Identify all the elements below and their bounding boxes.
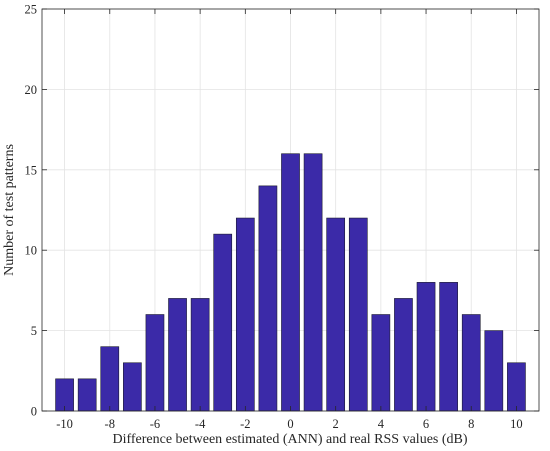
bar <box>190 298 210 412</box>
bar <box>507 362 526 412</box>
bar <box>123 362 142 412</box>
y-tick-label: 5 <box>31 324 37 338</box>
x-tick-label: 0 <box>287 417 293 431</box>
bars <box>55 153 526 412</box>
x-tick-label: 6 <box>423 417 429 431</box>
y-tick-label: 0 <box>31 405 37 419</box>
bar <box>416 282 436 412</box>
bar <box>326 217 346 412</box>
bar <box>168 298 187 412</box>
bar <box>235 217 255 412</box>
bar <box>77 378 97 412</box>
y-tick-label: 25 <box>25 3 38 17</box>
bar <box>281 153 300 412</box>
bar <box>258 185 278 412</box>
x-tick-label: -8 <box>105 417 115 431</box>
bar <box>348 217 368 412</box>
y-axis-label: Number of test patterns <box>2 144 17 276</box>
bar <box>371 314 391 412</box>
bar <box>439 282 458 412</box>
x-tick-label: -6 <box>150 417 160 431</box>
bar <box>145 314 165 412</box>
y-tick-label: 15 <box>25 163 38 177</box>
x-axis-label: Difference between estimated (ANN) and r… <box>112 432 467 447</box>
x-tick-label: 4 <box>378 417 385 431</box>
x-tick-label: -4 <box>195 417 206 431</box>
bar <box>461 314 481 412</box>
bar <box>213 233 233 412</box>
bar <box>100 346 120 412</box>
x-tick-label: -2 <box>240 417 250 431</box>
x-tick-label: 10 <box>510 417 523 431</box>
x-tick-label: 2 <box>333 417 339 431</box>
y-tick-label: 10 <box>25 244 38 258</box>
y-tick-label: 20 <box>25 83 38 97</box>
bar <box>303 153 323 412</box>
x-tick-label: 8 <box>468 417 474 431</box>
x-tick-label: -10 <box>56 417 73 431</box>
bar <box>484 330 504 412</box>
ticks: -10 -8 -6 -4 -2 0 2 4 6 8 10 0 5 10 15 20 25 <box>25 3 539 431</box>
bar <box>394 298 413 412</box>
